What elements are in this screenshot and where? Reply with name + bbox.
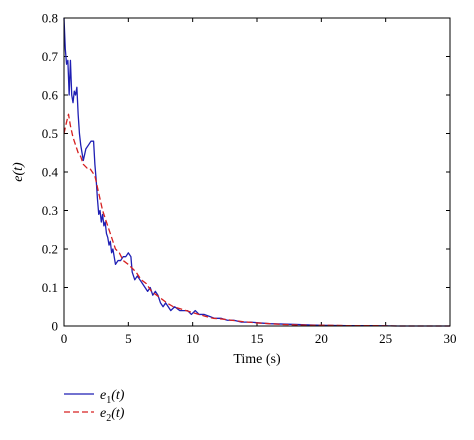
y-tick-label: 0.2 xyxy=(42,242,58,257)
series-line-e1t xyxy=(63,17,450,327)
x-tick-label: 30 xyxy=(444,331,457,346)
y-tick-label: 0.6 xyxy=(42,88,59,103)
y-axis-title: e(t) xyxy=(11,162,26,182)
legend-label: e2(t) xyxy=(100,406,125,424)
plot-background xyxy=(64,18,450,326)
y-tick-label: 0.8 xyxy=(42,11,58,26)
y-tick-label: 0.3 xyxy=(42,203,58,218)
axis-ticks: 0 5 10 15 20 25 30 0 0.1 0.2 0.3 0.4 0.5 0.6 0.7 0.8 xyxy=(42,11,457,347)
x-tick-label: 5 xyxy=(125,331,132,346)
y-tick-label: 0.5 xyxy=(42,126,58,141)
y-tick-label: 0.1 xyxy=(42,280,58,295)
axes-box xyxy=(63,17,451,327)
x-tick-label: 15 xyxy=(251,331,264,346)
y-tick-label: 0.4 xyxy=(42,165,59,180)
x-tick-label: 25 xyxy=(379,331,392,346)
series-line-e2t xyxy=(63,113,450,327)
x-tick-label: 20 xyxy=(315,331,328,346)
x-tick-label: 10 xyxy=(186,331,199,346)
legend-label: e1(t) xyxy=(100,388,125,406)
x-axis-title: Time (s) xyxy=(233,352,281,367)
legend: e1(t)e2(t) xyxy=(64,388,125,424)
x-tick-label: 0 xyxy=(61,331,68,346)
axes-frame xyxy=(63,17,451,327)
y-tick-label: 0.7 xyxy=(42,49,59,64)
series-layer xyxy=(63,17,450,327)
y-tick-label: 0 xyxy=(52,319,59,334)
plot-area xyxy=(64,18,450,326)
